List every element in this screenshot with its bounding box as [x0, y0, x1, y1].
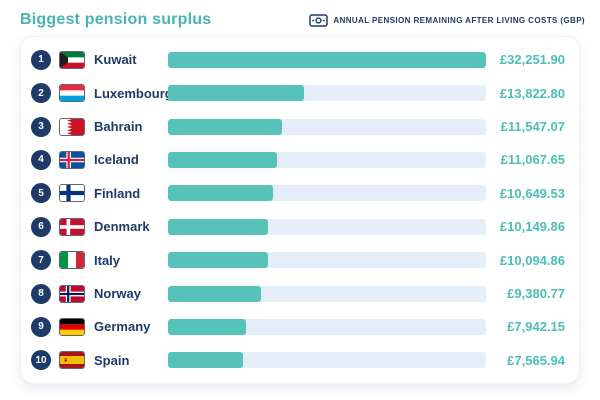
rank-badge: 10 — [31, 350, 51, 371]
bar-track — [168, 118, 486, 135]
value-legend-label: ANNUAL PENSION REMAINING AFTER LIVING CO… — [333, 15, 585, 25]
bar-fill — [168, 118, 282, 135]
table-row: 5 Finland £10,649.53 — [31, 177, 567, 210]
country-label: Denmark — [94, 219, 150, 235]
value-label: £10,094.86 — [499, 252, 565, 268]
value-label: £7,942.15 — [507, 319, 565, 335]
rank-badge: 4 — [31, 149, 51, 170]
iceland-flag-icon — [59, 150, 85, 169]
bar-track — [168, 352, 486, 369]
country-label: Luxembourg — [94, 85, 173, 101]
bar-track — [168, 218, 486, 235]
rank-badge: 8 — [31, 283, 51, 304]
page-title: Biggest pension surplus — [20, 11, 212, 28]
rank-badge: 3 — [31, 116, 51, 137]
bar-fill — [168, 151, 278, 168]
country-label: Germany — [94, 319, 151, 335]
country-label: Norway — [94, 286, 141, 302]
bar-track — [168, 185, 486, 202]
table-row: 8 Norway £9,380.77 — [31, 277, 567, 310]
table-row: 2 Luxembourg £13,822.80 — [31, 76, 567, 109]
country-label: Bahrain — [94, 119, 143, 135]
country-label: Finland — [94, 185, 141, 201]
banknote-icon — [309, 13, 329, 27]
bar-fill — [168, 51, 486, 68]
value-label: £10,649.53 — [499, 185, 565, 201]
bar-track — [168, 85, 486, 102]
table-row: 9 Germany £7,942.15 — [31, 310, 567, 343]
bar-fill — [168, 285, 261, 302]
rank-badge: 1 — [31, 49, 51, 70]
table-row: 4 Iceland £11,067.65 — [31, 143, 567, 176]
bar-fill — [168, 85, 305, 102]
rank-badge: 5 — [31, 183, 51, 204]
bahrain-flag-icon — [59, 117, 85, 136]
value-legend: ANNUAL PENSION REMAINING AFTER LIVING CO… — [309, 13, 585, 27]
value-label: £11,547.07 — [500, 119, 565, 135]
header: Biggest pension surplus ANNUAL PENSION R… — [20, 8, 585, 32]
country-label: Italy — [94, 252, 121, 268]
table-row: 10 Spain £7,565.94 — [31, 344, 567, 377]
spain-flag-icon — [59, 351, 85, 370]
kuwait-flag-icon — [59, 50, 85, 69]
finland-flag-icon — [59, 184, 85, 203]
bar-track — [168, 318, 486, 335]
germany-flag-icon — [59, 317, 85, 336]
value-label: £7,565.94 — [507, 352, 565, 368]
value-label: £32,251.90 — [499, 52, 565, 68]
bar-track — [168, 285, 486, 302]
country-label: Spain — [94, 352, 130, 368]
norway-flag-icon — [59, 284, 85, 303]
rank-badge: 2 — [31, 83, 51, 104]
bar-fill — [168, 218, 269, 235]
bar-track — [168, 51, 486, 68]
table-row: 1 Kuwait £32,251.90 — [31, 43, 567, 76]
bar-track — [168, 151, 486, 168]
italy-flag-icon — [59, 251, 85, 270]
rank-badge: 7 — [31, 250, 51, 271]
bar-fill — [168, 185, 273, 202]
value-label: £10,149.86 — [499, 219, 565, 235]
table-row: 3 Bahrain £11,547.07 — [31, 110, 567, 143]
rank-badge: 6 — [31, 216, 51, 237]
country-label: Kuwait — [94, 52, 137, 68]
value-label: £13,822.80 — [499, 85, 565, 101]
table-row: 7 Italy £10,094.86 — [31, 243, 567, 276]
luxembourg-flag-icon — [59, 84, 85, 103]
bar-fill — [168, 318, 247, 335]
denmark-flag-icon — [59, 217, 85, 236]
table-row: 6 Denmark £10,149.86 — [31, 210, 567, 243]
bar-fill — [168, 352, 243, 369]
bar-track — [168, 252, 486, 269]
bar-fill — [168, 252, 268, 269]
rank-badge: 9 — [31, 316, 51, 337]
ranking-card: 1 Kuwait £32,251.90 2 Luxembourg £13,822.80 3 B… — [20, 36, 580, 384]
country-label: Iceland — [94, 152, 139, 168]
value-label: £9,380.77 — [507, 286, 565, 302]
value-label: £11,067.65 — [500, 152, 565, 168]
